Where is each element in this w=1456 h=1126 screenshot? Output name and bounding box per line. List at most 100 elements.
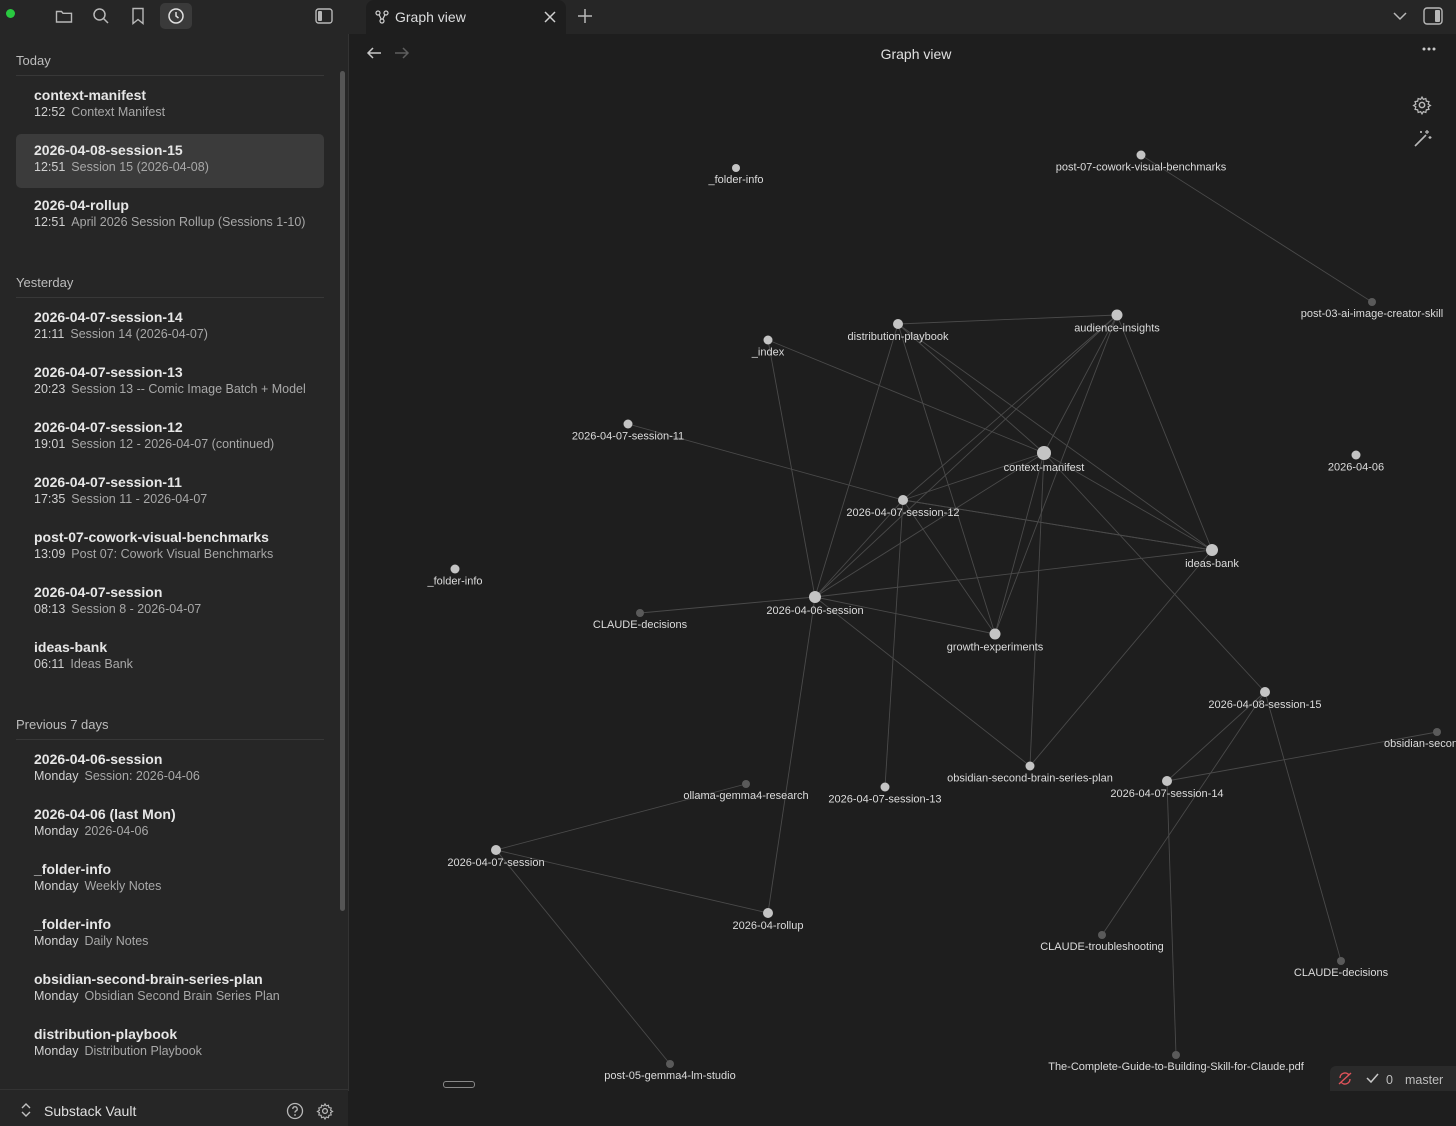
bookmark-icon[interactable] <box>124 3 152 29</box>
sidebar-scrollbar[interactable] <box>340 71 345 911</box>
recent-file-item[interactable]: obsidian-second-brain-series-plan Monday O… <box>16 963 324 1017</box>
graph-node[interactable]: obsidian-secon <box>1384 728 1456 750</box>
vault-name[interactable]: Substack Vault <box>44 1103 137 1119</box>
graph-node[interactable]: obsidian-second-brain-series-plan <box>947 761 1113 785</box>
graph-node-dot[interactable] <box>1433 728 1441 736</box>
graph-node[interactable]: context-manifest <box>1004 446 1085 474</box>
graph-scroll-handle[interactable] <box>443 1081 475 1088</box>
graph-node-dot[interactable] <box>1351 450 1361 460</box>
graph-node[interactable]: _folder-info <box>707 164 764 186</box>
sync-error-icon[interactable] <box>1338 1072 1352 1085</box>
close-icon[interactable] <box>542 9 558 25</box>
graph-node-dot[interactable] <box>880 782 890 792</box>
graph-node[interactable]: distribution-playbook <box>848 319 949 343</box>
more-options-icon[interactable] <box>1421 46 1437 52</box>
graph-node[interactable]: 2026-04-07-session-12 <box>846 495 960 519</box>
graph-edge <box>897 314 1118 325</box>
recent-file-item[interactable]: _folder-info Monday Weekly Notes <box>16 853 324 907</box>
graph-node-dot[interactable] <box>742 780 750 788</box>
graph-node-dot[interactable] <box>623 419 633 429</box>
graph-node-dot[interactable] <box>1162 776 1172 786</box>
recent-file-item[interactable]: 2026-04-06 (last Mon) Monday 2026-04-06 <box>16 798 324 852</box>
graph-node[interactable]: 2026-04-08-session-15 <box>1208 687 1322 711</box>
graph-node-dot[interactable] <box>763 908 773 918</box>
graph-node-dot[interactable] <box>1172 1051 1180 1059</box>
graph-node[interactable]: 2026-04-07-session-11 <box>572 419 684 443</box>
graph-node-dot[interactable] <box>1260 687 1270 697</box>
graph-node-label: 2026-04-06-session <box>766 605 863 617</box>
recent-file-description: Daily Notes <box>84 934 149 948</box>
sidebar-toggle-icon[interactable] <box>310 3 338 29</box>
recent-file-item[interactable]: 2026-04-07-session 08:13 Session 8 - 2026-… <box>16 576 324 630</box>
graph-node-dot[interactable] <box>1098 931 1106 939</box>
graph-node-dot[interactable] <box>1111 309 1123 321</box>
settings-gear-icon[interactable] <box>316 1102 334 1120</box>
graph-node[interactable]: 2026-04-06 <box>1328 450 1384 474</box>
search-icon[interactable] <box>87 3 115 29</box>
graph-node[interactable]: post-03-ai-image-creator-skill <box>1301 298 1443 320</box>
recent-file-item[interactable]: _folder-info Monday Daily Notes <box>16 908 324 962</box>
back-arrow-icon[interactable] <box>365 45 383 61</box>
graph-node[interactable]: The-Complete-Guide-to-Building-Skill-for… <box>1048 1051 1305 1073</box>
title-bar: Graph view <box>0 0 1456 34</box>
graph-node-dot[interactable] <box>763 335 773 345</box>
graph-canvas[interactable]: _folder-info post-07-cowork-visual-benchm… <box>349 34 1456 1091</box>
graph-node[interactable]: 2026-04-06-session <box>766 591 864 617</box>
graph-node[interactable]: post-05-gemma4-lm-studio <box>604 1060 736 1082</box>
folder-icon[interactable] <box>50 3 78 29</box>
recent-file-item[interactable]: distribution-playbook Monday Distribution … <box>16 1018 324 1072</box>
graph-node-dot[interactable] <box>1368 298 1376 306</box>
recent-file-item[interactable]: context-manifest 12:52 Context Manifest <box>16 79 324 133</box>
recent-file-item[interactable]: 2026-04-rollup 12:51 April 2026 Session Ro… <box>16 189 324 243</box>
graph-node[interactable]: 2026-04-rollup <box>733 908 804 932</box>
magic-wand-icon[interactable] <box>1412 129 1432 149</box>
recent-file-item[interactable]: 2026-04-07-session-11 17:35 Session 11 - 2… <box>16 466 324 520</box>
graph-node-dot[interactable] <box>898 495 908 505</box>
recent-file-item[interactable]: post-07-cowork-visual-benchmarks 13:09 Pos… <box>16 521 324 575</box>
recent-file-item[interactable]: 2026-04-07-session-12 19:01 Session 12 - 2… <box>16 411 324 465</box>
recent-file-item[interactable]: ideas-bank 06:11 Ideas Bank <box>16 631 324 685</box>
graph-node[interactable]: growth-experiments <box>947 628 1044 654</box>
graph-settings-gear-icon[interactable] <box>1412 95 1432 115</box>
graph-node-dot[interactable] <box>666 1060 674 1068</box>
recent-file-item[interactable]: 2026-04-08-session-15 12:51 Session 15 (20… <box>16 134 324 188</box>
graph-node[interactable]: 2026-04-07-session-14 <box>1110 776 1224 800</box>
graph-node-dot[interactable] <box>1206 544 1218 556</box>
graph-node[interactable]: post-07-cowork-visual-benchmarks <box>1056 150 1227 174</box>
graph-node[interactable]: 2026-04-07-session-13 <box>828 782 942 806</box>
chevron-down-icon[interactable] <box>1392 9 1408 23</box>
graph-node[interactable]: _folder-info <box>426 564 483 588</box>
graph-node[interactable]: audience-insights <box>1074 309 1160 335</box>
graph-node-dot[interactable] <box>450 564 460 574</box>
graph-edge <box>902 499 996 635</box>
vault-switcher-chevron-icon[interactable] <box>20 1103 32 1117</box>
graph-node[interactable]: CLAUDE-decisions <box>593 609 688 631</box>
graph-node[interactable]: ideas-bank <box>1185 544 1239 570</box>
graph-node-dot[interactable] <box>491 845 501 855</box>
graph-node-dot[interactable] <box>1337 957 1345 965</box>
graph-node-dot[interactable] <box>1136 150 1146 160</box>
graph-node[interactable]: _index <box>751 335 785 359</box>
graph-node[interactable]: 2026-04-07-session <box>447 845 545 869</box>
graph-node-dot[interactable] <box>809 591 821 603</box>
graph-node-dot[interactable] <box>732 164 740 172</box>
graph-icon <box>375 10 389 24</box>
graph-node-dot[interactable] <box>636 609 644 617</box>
help-icon[interactable] <box>286 1102 304 1120</box>
graph-node-dot[interactable] <box>989 628 1001 640</box>
forward-arrow-icon[interactable] <box>393 45 411 61</box>
graph-node-dot[interactable] <box>1037 446 1051 460</box>
graph-node[interactable]: CLAUDE-decisions <box>1294 957 1389 979</box>
graph-node[interactable]: CLAUDE-troubleshooting <box>1040 931 1164 953</box>
new-tab-plus-icon[interactable] <box>576 7 594 25</box>
git-branch[interactable]: master <box>1405 1073 1444 1087</box>
right-sidebar-toggle-icon[interactable] <box>1423 7 1443 25</box>
recent-file-item[interactable]: 2026-04-06-session Monday Session: 2026-04… <box>16 743 324 797</box>
recent-file-item[interactable]: 2026-04-07-session-14 21:11 Session 14 (20… <box>16 301 324 355</box>
recent-files-clock-icon[interactable] <box>160 3 192 29</box>
graph-node-dot[interactable] <box>1025 761 1035 771</box>
graph-node-dot[interactable] <box>893 319 903 329</box>
recent-file-item[interactable]: 2026-04-07-session-13 20:23 Session 13 -- … <box>16 356 324 410</box>
tab-graph-view[interactable]: Graph view <box>366 0 566 34</box>
graph-node[interactable]: ollama-gemma4-research <box>683 780 809 802</box>
